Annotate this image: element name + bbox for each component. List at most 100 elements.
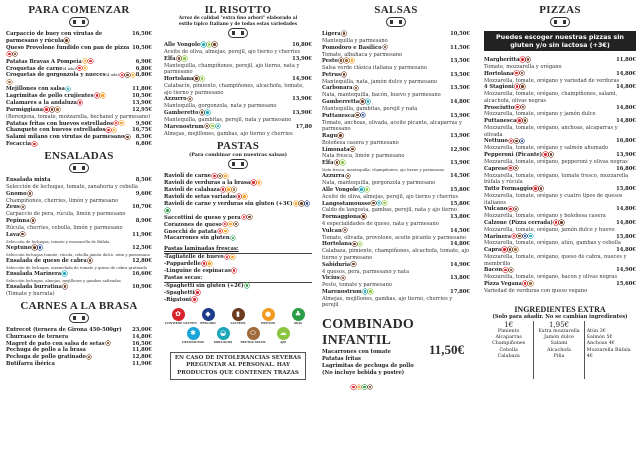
menu-item-price: 13,80€ bbox=[450, 214, 470, 221]
huevos-icon bbox=[223, 228, 228, 234]
gluten-icon bbox=[77, 65, 82, 71]
menu-item-name: Ensalada de queso de cabra bbox=[6, 257, 87, 264]
menu-item-name-wrap: Ravioli de carne y verduras sin gluten (… bbox=[164, 201, 312, 215]
menu-item-price: 17,80 bbox=[295, 123, 312, 130]
menu-item: Langostamousse 15,80€ bbox=[322, 201, 470, 208]
lacteos-icon bbox=[538, 186, 544, 191]
menu-item-name-wrap: -Spaghetti sin gluten (+2€) bbox=[164, 283, 250, 290]
lacteos-icon bbox=[176, 56, 182, 61]
combinado-item: (No incluye bebida y postre) bbox=[322, 369, 405, 376]
menu-item: Vulcano 14,80€ bbox=[484, 206, 636, 213]
menu-item-price: 14,80€ bbox=[616, 84, 636, 91]
gluten-icon bbox=[77, 100, 83, 105]
huevos-icon bbox=[230, 254, 235, 260]
lacteos-icon bbox=[514, 138, 519, 144]
menu-item: Petrus 13,50€ bbox=[322, 72, 470, 79]
menu-item-name-wrap: 4 Stagioni bbox=[484, 84, 525, 91]
menu-item-price: 8,80€ bbox=[135, 72, 152, 79]
menu-item-name: Prosciutto bbox=[484, 104, 515, 111]
menu-item-description: Mozzarella, tomate, orégano, bacon y oli… bbox=[484, 274, 618, 281]
menu-item-name-wrap: Patatas fritas con huevos estrellados bbox=[6, 121, 124, 128]
menu-item-name: 4 Stagioni bbox=[484, 84, 514, 91]
huevos-icon bbox=[242, 194, 247, 199]
lacteos-icon bbox=[105, 340, 111, 346]
menu-item-name: Sabiduria bbox=[322, 261, 351, 268]
menu-item-name: Patatas fritas con huevos estrellados bbox=[6, 120, 113, 127]
menu-item-name: Vicius bbox=[322, 275, 340, 282]
extras-subtitle: (Solo para añadir. No se cambian ingredi… bbox=[492, 313, 628, 320]
menu-item-price: 11,90€ bbox=[132, 361, 152, 368]
menu-item-name: Pizza Vegana bbox=[484, 281, 522, 288]
menu-item-name-wrap: -Linguine de espinacas bbox=[164, 268, 237, 275]
menu-item: Vicius 13,80€ bbox=[322, 275, 470, 282]
ajo-icon bbox=[340, 160, 345, 165]
menu-item: Lava 11,90€ bbox=[6, 232, 152, 239]
menu-item-name-wrap: Langostamousse bbox=[322, 201, 387, 208]
menu-item-name-wrap: Vulcano bbox=[484, 206, 519, 213]
ajo-icon bbox=[210, 123, 215, 129]
nut-icon: ⬭ bbox=[246, 326, 260, 340]
menu-item-description: Mantequilla, gambitas, perejil y nata bbox=[322, 105, 418, 112]
menu-item: Parmiggiana 12,95€ bbox=[6, 107, 152, 114]
allergen-legend-item: ✱ CRUSTÁCEOS bbox=[180, 326, 206, 344]
lacteos-icon bbox=[194, 76, 199, 81]
menu-item: Puttanesca 13,90€ bbox=[322, 113, 470, 120]
menu-item-name: Corazones de queso bbox=[164, 221, 222, 228]
huevos-icon bbox=[223, 173, 228, 178]
menu-item-price: 15,80€ bbox=[450, 200, 470, 207]
menu-item-name: Queso Provolone fundido con pan de pizza bbox=[6, 44, 130, 51]
extras-table: 1€ Pimiento Alcaparras Champiñones Cebolla C… bbox=[484, 320, 636, 379]
menu-item-name-wrap: Prosciutto bbox=[484, 104, 526, 112]
extras-price-1: 1€ bbox=[504, 320, 514, 329]
menu-item-price: 11,80€ bbox=[132, 86, 152, 93]
menu-item-description: Mantequilla, champiñones, perejil, ajo t… bbox=[164, 62, 300, 76]
allergen-legend-item: ● HUEVOS bbox=[255, 307, 281, 325]
menu-item-name-wrap: Ravioli de verduras a la brasa bbox=[164, 180, 262, 187]
menu-item-description: Nata fresca, limón y parmesano bbox=[322, 153, 405, 160]
gluten-icon bbox=[241, 214, 247, 220]
menu-item: Hortolana 14,80€ bbox=[484, 71, 636, 78]
menu-item: Sabiduria 14,90€ bbox=[322, 262, 470, 269]
frutos-secos-icon bbox=[528, 281, 533, 286]
huevos-icon bbox=[356, 384, 361, 390]
menu-item-name: Pesto bbox=[322, 58, 338, 65]
menu-item-name-wrap: Saccottini de queso y pera bbox=[164, 215, 252, 222]
menu-item-name-wrap: Hortolana bbox=[322, 241, 363, 248]
menu-item-name: Ravioli de calabaza bbox=[164, 187, 220, 194]
menu-item-name: Pechuga de pollo gratinado bbox=[6, 354, 86, 361]
gluten-icon bbox=[251, 180, 256, 185]
lacteos-icon bbox=[87, 258, 93, 263]
menu-item-price: 14,90€ bbox=[292, 76, 312, 83]
extra-ingredient: Anchoas 4€ bbox=[586, 341, 615, 347]
menu-item-price: 15,80€ bbox=[616, 233, 636, 240]
extra-ingredient: Calabaza bbox=[497, 354, 520, 360]
restaurant-logo-icon bbox=[550, 17, 570, 27]
menu-item: Alle Vongole 15,80€ bbox=[322, 187, 470, 194]
menu-item: 4 Stagioni 14,80€ bbox=[484, 84, 636, 91]
menu-item: Gamberretta 14,80€ bbox=[322, 99, 470, 106]
lacteos-icon bbox=[30, 218, 36, 223]
pescado-icon bbox=[360, 112, 366, 118]
menu-item-price: 14,50€ bbox=[450, 227, 470, 234]
menu-item-name: Croquetas de carne bbox=[6, 65, 63, 72]
menu-item-name-wrap: Neptuno bbox=[6, 245, 43, 252]
gluten-free-banner: Puedes escoger nuestras pizzas sin glute… bbox=[484, 31, 636, 51]
lacteos-icon bbox=[187, 96, 193, 102]
menu-item-name: Entrecot (ternera de Girona 450-500gr) bbox=[6, 326, 122, 333]
menu-item: Azzurro 13,90€ bbox=[164, 96, 312, 103]
lacteos-icon bbox=[382, 44, 388, 50]
menu-item-price: 13,90€ bbox=[132, 100, 152, 107]
menu-item-name: Hortolana bbox=[164, 76, 194, 83]
menu-item-name: Patatas Bravas A Pompeia bbox=[6, 58, 82, 65]
menu-item-price: 10,50€ bbox=[132, 44, 152, 51]
menu-item-name-wrap: Ensalada de queso de cabra bbox=[6, 257, 93, 265]
menu-item-name-wrap: Hortolana bbox=[484, 71, 525, 78]
menu-item-description: Calabacín, pimiento, champiñones, alcach… bbox=[164, 83, 304, 96]
menu-item: Pepperoni (Picante) 13,90€ bbox=[484, 152, 636, 159]
menu-item-name-wrap: Azzurro bbox=[164, 96, 193, 103]
comenzar-list: Carpaccio de buey con virutas de parmesa… bbox=[6, 31, 152, 148]
menu-item-name-wrap: Hortolana bbox=[164, 76, 205, 83]
menu-item-description: Rúcula, cherries, cebolla, limón y parme… bbox=[6, 224, 123, 231]
menu-item-name-wrap: Marenostrum bbox=[164, 123, 221, 131]
menu-item-name: Ensalada burratina bbox=[6, 284, 62, 291]
